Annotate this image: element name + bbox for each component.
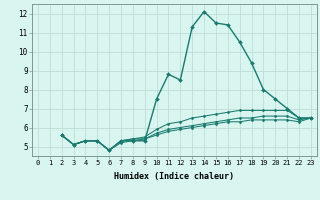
X-axis label: Humidex (Indice chaleur): Humidex (Indice chaleur): [115, 172, 234, 181]
